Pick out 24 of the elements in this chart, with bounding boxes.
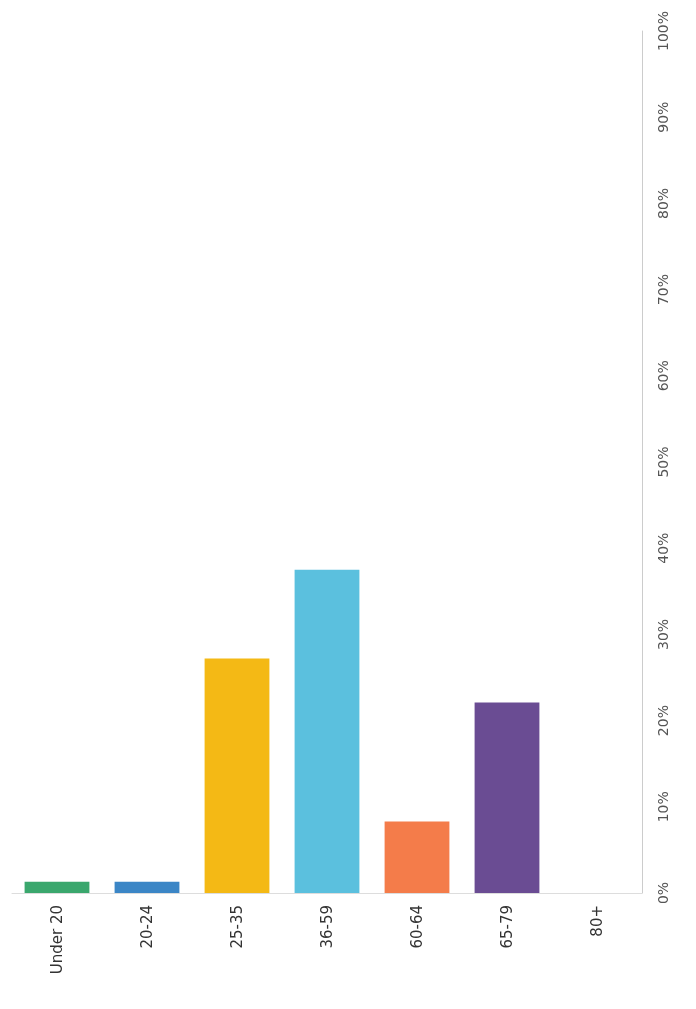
y-tick-label: 40%	[655, 532, 671, 564]
bar	[204, 658, 270, 893]
y-tick-label: 20%	[655, 705, 671, 737]
x-tick-label: 65-79	[498, 905, 516, 949]
y-tick-label: 80%	[655, 187, 671, 219]
x-tick-label: 80+	[588, 905, 606, 937]
bar	[114, 881, 180, 893]
bar	[294, 569, 360, 893]
bar	[384, 821, 450, 893]
x-tick-label: 25-35	[228, 905, 246, 949]
y-tick-label: 0%	[655, 881, 671, 905]
y-tick-label: 60%	[655, 360, 671, 392]
y-tick-label: 70%	[655, 274, 671, 306]
y-tick-label: 90%	[655, 101, 671, 133]
y-tick-label: 100%	[655, 11, 671, 52]
y-tick-label: 10%	[655, 791, 671, 823]
y-tick-label: 30%	[655, 618, 671, 650]
bar	[474, 702, 540, 893]
x-tick-label: 20-24	[138, 905, 156, 949]
x-tick-label: 60-64	[408, 905, 426, 949]
x-tick-label: Under 20	[48, 905, 66, 975]
bar	[24, 881, 90, 893]
y-tick-label: 50%	[655, 446, 671, 478]
x-tick-label: 36-59	[318, 905, 336, 949]
